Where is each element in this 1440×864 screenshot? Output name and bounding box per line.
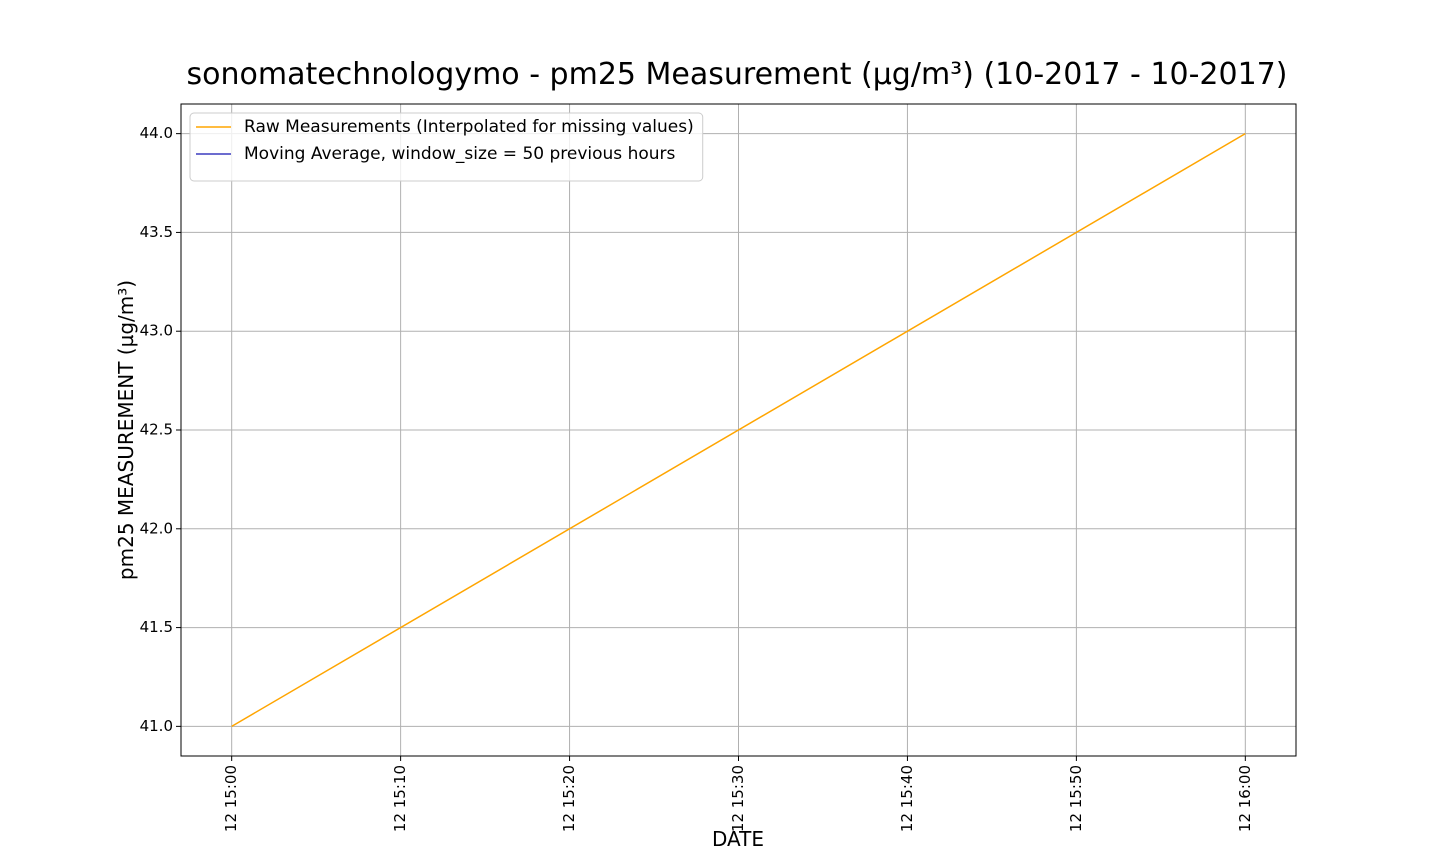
data-line	[231, 132, 1246, 728]
y-tick-label: 41.5	[140, 618, 173, 636]
x-axis-label: DATE	[712, 827, 764, 851]
x-tick-label: 12 15:00	[222, 765, 240, 832]
chart-title: sonomatechnologymo - pm25 Measurement (µ…	[187, 57, 1288, 92]
plot-frame	[180, 103, 1297, 757]
y-tick-label: 41.0	[140, 717, 173, 735]
y-tick-label: 44.0	[140, 124, 173, 142]
x-tick-label: 12 15:10	[391, 765, 409, 832]
legend: Raw Measurements (Interpolated for missi…	[189, 112, 704, 182]
y-tick-label: 43.0	[140, 322, 173, 340]
x-tick-label: 12 15:50	[1067, 765, 1085, 832]
legend-box	[189, 112, 704, 182]
y-tick-label: 43.5	[140, 223, 173, 241]
y-axis-label: pm25 MEASUREMENT (µg/m³)	[114, 280, 138, 580]
legend-label: Raw Measurements (Interpolated for missi…	[244, 117, 694, 137]
legend-label: Moving Average, window_size = 50 previou…	[244, 144, 676, 164]
x-tick-label: 12 15:30	[729, 765, 747, 832]
x-tick-label: 12 16:00	[1236, 765, 1254, 832]
x-tick-label: 12 15:20	[560, 765, 578, 832]
x-tick-label: 12 15:40	[898, 765, 916, 832]
y-tick-label: 42.0	[140, 519, 173, 537]
y-tick-label: 42.5	[140, 421, 173, 439]
